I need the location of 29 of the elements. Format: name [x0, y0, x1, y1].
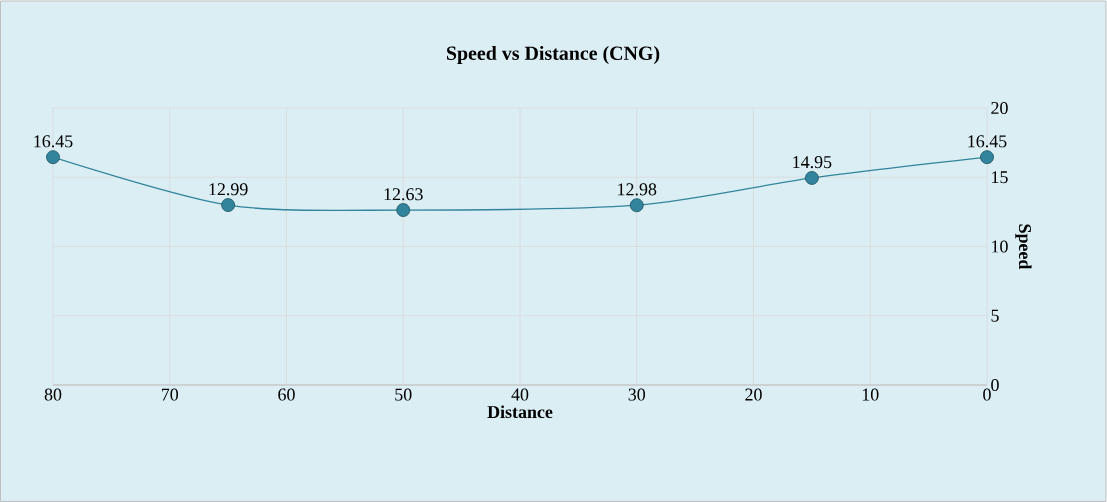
data-label: 16.45 — [34, 135, 73, 148]
x-axis-title: Distance — [487, 405, 553, 419]
data-label: 12.63 — [384, 188, 423, 201]
x-tick-label: 40 — [511, 388, 529, 401]
y-tick-label: 15 — [992, 171, 1008, 184]
data-label: 16.45 — [968, 135, 1007, 148]
x-tick-label: 60 — [278, 388, 295, 401]
point — [804, 171, 819, 185]
x-tick-label: 0 — [983, 388, 991, 401]
chart-title: Speed vs Distance (CNG) — [446, 45, 660, 65]
data-label: 12.99 — [209, 183, 248, 196]
data-label: 14.95 — [793, 156, 832, 169]
data-label: 12.98 — [618, 183, 657, 196]
y-tick-label: 20 — [991, 101, 1008, 115]
y-axis-title: Speed — [1015, 224, 1032, 270]
point — [980, 150, 994, 165]
x-tick-label: 70 — [161, 388, 179, 401]
x-tick-label: 50 — [395, 388, 412, 401]
point — [629, 198, 644, 213]
y-tick-label: 5 — [991, 309, 999, 322]
y-tick-label: 0 — [991, 378, 999, 392]
x-tick-label: 80 — [44, 388, 62, 401]
x-tick-label: 20 — [745, 388, 762, 401]
point — [396, 203, 411, 217]
y-tick-label: 10 — [992, 240, 1008, 253]
x-tick-label: 30 — [628, 388, 646, 401]
x-tick-label: 10 — [862, 388, 879, 401]
point — [46, 150, 60, 165]
point — [221, 198, 236, 212]
